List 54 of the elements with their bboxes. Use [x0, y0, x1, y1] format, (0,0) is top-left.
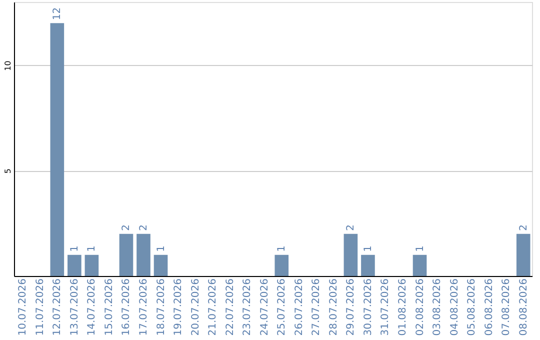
x-tick-label: 10.07.2026	[18, 278, 29, 336]
bar	[119, 234, 134, 276]
data-label: 2	[121, 224, 132, 231]
x-tick-label: 30.07.2026	[362, 278, 374, 336]
x-tick-label: 17.07.2026	[138, 278, 150, 336]
x-tick-label: 20.07.2026	[190, 278, 202, 336]
x-tick-label: 15.07.2026	[104, 278, 115, 336]
data-label: 1	[69, 246, 80, 252]
x-tick-label: 25.07.2026	[276, 278, 288, 336]
x-tick-label: 07.08.2026	[501, 278, 512, 336]
x-tick-label: 12.07.2026	[52, 278, 64, 336]
x-tick-label: 31.07.2026	[380, 278, 392, 336]
x-tick-label: 28.07.2026	[328, 278, 340, 336]
y-tick-label: 5	[4, 168, 12, 174]
x-tick-label: 23.07.2026	[242, 278, 254, 336]
data-label: 1	[414, 246, 426, 252]
x-tick-label: 19.07.2026	[173, 278, 184, 336]
bar	[412, 254, 427, 276]
data-label: 12	[52, 7, 64, 20]
x-tick-label: 29.07.2026	[346, 278, 357, 336]
x-tick-label: 13.07.2026	[69, 278, 80, 336]
x-tick-label: 14.07.2026	[86, 278, 98, 336]
y-tick-label: 10	[4, 60, 12, 71]
x-tick-label: 05.08.2026	[466, 278, 478, 336]
data-label: 2	[138, 224, 150, 231]
x-tick-label: 27.07.2026	[311, 278, 322, 336]
x-tick-label: 24.07.2026	[259, 278, 270, 336]
x-tick-label: 04.08.2026	[449, 278, 460, 336]
bar	[154, 254, 168, 276]
bar	[274, 254, 289, 276]
x-tick-label: 21.07.2026	[208, 278, 219, 336]
x-tick-label: 03.08.2026	[432, 278, 444, 336]
bar	[516, 234, 530, 276]
data-label: 2	[518, 224, 530, 231]
data-label: 1	[276, 246, 288, 252]
data-label: 1	[362, 246, 374, 252]
x-tick-label: 08.08.2026	[518, 278, 530, 336]
bar	[68, 254, 82, 276]
bar	[361, 254, 375, 276]
x-tick-label: 11.07.2026	[34, 278, 46, 336]
data-label: 1	[86, 246, 98, 252]
data-label: 2	[346, 224, 357, 231]
bar	[84, 254, 99, 276]
x-tick-label: 26.07.2026	[294, 278, 305, 336]
x-tick-label: 01.08.2026	[398, 278, 408, 336]
x-tick-label: 16.07.2026	[121, 278, 132, 336]
x-tick-label: 18.07.2026	[156, 278, 167, 336]
x-tick-label: 02.08.2026	[414, 278, 426, 336]
x-tick-label: 22.07.2026	[224, 278, 236, 336]
x-tick-label: 06.08.2026	[484, 278, 495, 336]
bar	[344, 234, 358, 276]
data-label: 1	[156, 246, 167, 252]
bar	[136, 234, 150, 276]
bar	[50, 23, 64, 276]
